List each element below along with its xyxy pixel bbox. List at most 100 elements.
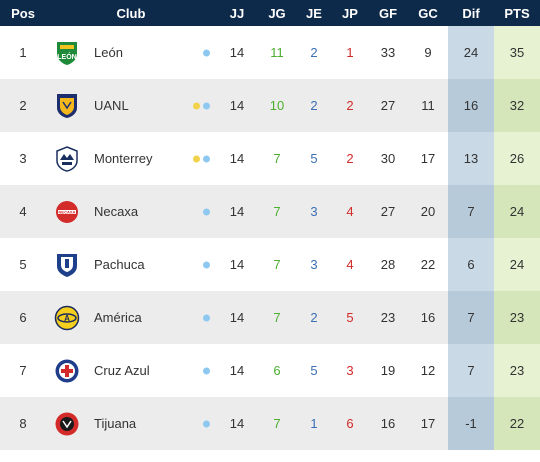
- row-jg: 7: [258, 291, 296, 344]
- row-jg: 7: [258, 185, 296, 238]
- row-jp: 2: [332, 79, 368, 132]
- svg-text:A: A: [64, 314, 70, 323]
- row-gc: 20: [408, 185, 448, 238]
- row-pts: 22: [494, 397, 540, 450]
- row-club[interactable]: Pachuca: [46, 238, 216, 291]
- row-jp: 6: [332, 397, 368, 450]
- club-name[interactable]: América: [94, 310, 142, 325]
- row-pos: 8: [0, 397, 46, 450]
- header-club[interactable]: Club: [116, 5, 146, 21]
- table-row[interactable]: 2 UANL 14 10 2 2 27 11 16 32: [0, 79, 540, 132]
- row-pts: 32: [494, 79, 540, 132]
- table-row[interactable]: 5 Pachuca 14 7 3 4 28 22 6 24: [0, 238, 540, 291]
- row-gf: 19: [368, 344, 408, 397]
- row-club[interactable]: Tijuana: [46, 397, 216, 450]
- blue-dot-icon: [203, 367, 210, 374]
- row-je: 2: [296, 79, 332, 132]
- row-club[interactable]: Cruz Azul: [46, 344, 216, 397]
- table-header: Pos Club JJ JG JE JP GF GC Dif PTS: [0, 0, 540, 26]
- pachuca-crest-icon: [54, 252, 80, 278]
- leon-crest-icon: LEÓN: [54, 40, 80, 66]
- row-pts: 24: [494, 185, 540, 238]
- club-name[interactable]: Pachuca: [94, 257, 145, 272]
- qualification-dots: [203, 367, 210, 374]
- row-club[interactable]: Monterrey: [46, 132, 216, 185]
- header-jp[interactable]: JP: [342, 5, 358, 21]
- qualification-dots: [193, 102, 210, 109]
- cruz-azul-crest-icon: [54, 358, 80, 384]
- header-pos[interactable]: Pos: [11, 5, 35, 21]
- row-jg: 7: [258, 397, 296, 450]
- row-jj: 14: [216, 79, 258, 132]
- row-pts: 23: [494, 344, 540, 397]
- row-jj: 14: [216, 26, 258, 79]
- row-club[interactable]: A América: [46, 291, 216, 344]
- header-pts[interactable]: PTS: [504, 5, 530, 21]
- blue-dot-icon: [203, 49, 210, 56]
- row-gf: 23: [368, 291, 408, 344]
- row-jg: 6: [258, 344, 296, 397]
- table-row[interactable]: 1 LEÓN León 14 11 2 1 33 9 24 35: [0, 26, 540, 79]
- row-gc: 17: [408, 397, 448, 450]
- blue-dot-icon: [203, 420, 210, 427]
- club-name[interactable]: León: [94, 45, 123, 60]
- row-je: 2: [296, 26, 332, 79]
- row-jp: 5: [332, 291, 368, 344]
- row-je: 3: [296, 238, 332, 291]
- yellow-dot-icon: [193, 155, 200, 162]
- row-gf: 28: [368, 238, 408, 291]
- row-jp: 1: [332, 26, 368, 79]
- row-dif: 6: [448, 238, 494, 291]
- header-jg[interactable]: JG: [268, 5, 286, 21]
- row-club[interactable]: NECAXA Necaxa: [46, 185, 216, 238]
- row-gc: 16: [408, 291, 448, 344]
- blue-dot-icon: [203, 314, 210, 321]
- row-je: 5: [296, 344, 332, 397]
- row-gf: 33: [368, 26, 408, 79]
- row-jp: 2: [332, 132, 368, 185]
- row-je: 2: [296, 291, 332, 344]
- row-jj: 14: [216, 238, 258, 291]
- row-gf: 27: [368, 79, 408, 132]
- row-club[interactable]: LEÓN León: [46, 26, 216, 79]
- row-gf: 27: [368, 185, 408, 238]
- row-jp: 4: [332, 185, 368, 238]
- row-pts: 26: [494, 132, 540, 185]
- header-gc[interactable]: GC: [418, 5, 438, 21]
- row-pts: 24: [494, 238, 540, 291]
- qualification-dots: [203, 420, 210, 427]
- table-row[interactable]: 8 Tijuana 14 7 1 6 16 17 -1 22: [0, 397, 540, 450]
- tijuana-crest-icon: [54, 411, 80, 437]
- table-row[interactable]: 6 A América 14 7 2 5 23 16 7 23: [0, 291, 540, 344]
- header-je[interactable]: JE: [306, 5, 322, 21]
- club-name[interactable]: Cruz Azul: [94, 363, 150, 378]
- row-dif: 16: [448, 79, 494, 132]
- row-je: 5: [296, 132, 332, 185]
- standings-table: Pos Club JJ JG JE JP GF GC Dif PTS 1 LEÓN…: [0, 0, 540, 450]
- svg-text:LEÓN: LEÓN: [57, 52, 76, 61]
- club-name[interactable]: Necaxa: [94, 204, 139, 219]
- header-jj[interactable]: JJ: [229, 5, 245, 21]
- table-row[interactable]: 7 Cruz Azul 14 6 5 3 19 12 7 23: [0, 344, 540, 397]
- club-name[interactable]: UANL: [94, 98, 129, 113]
- row-dif: 24: [448, 26, 494, 79]
- blue-dot-icon: [203, 261, 210, 268]
- blue-dot-icon: [203, 208, 210, 215]
- blue-dot-icon: [203, 102, 210, 109]
- table-row[interactable]: 4 NECAXA Necaxa 14 7 3 4 27 20 7 24: [0, 185, 540, 238]
- monterrey-crest-icon: [54, 145, 80, 172]
- row-jj: 14: [216, 291, 258, 344]
- row-jg: 7: [258, 238, 296, 291]
- row-jj: 14: [216, 344, 258, 397]
- header-gf[interactable]: GF: [378, 5, 398, 21]
- row-gf: 30: [368, 132, 408, 185]
- row-gc: 17: [408, 132, 448, 185]
- club-name[interactable]: Tijuana: [94, 416, 137, 431]
- qualification-dots: [203, 208, 210, 215]
- table-row[interactable]: 3 Monterrey 14 7 5 2 30 17 13 26: [0, 132, 540, 185]
- qualification-dots: [203, 261, 210, 268]
- header-dif[interactable]: Dif: [462, 5, 480, 21]
- row-club[interactable]: UANL: [46, 79, 216, 132]
- club-name[interactable]: Monterrey: [94, 151, 153, 166]
- row-dif: 13: [448, 132, 494, 185]
